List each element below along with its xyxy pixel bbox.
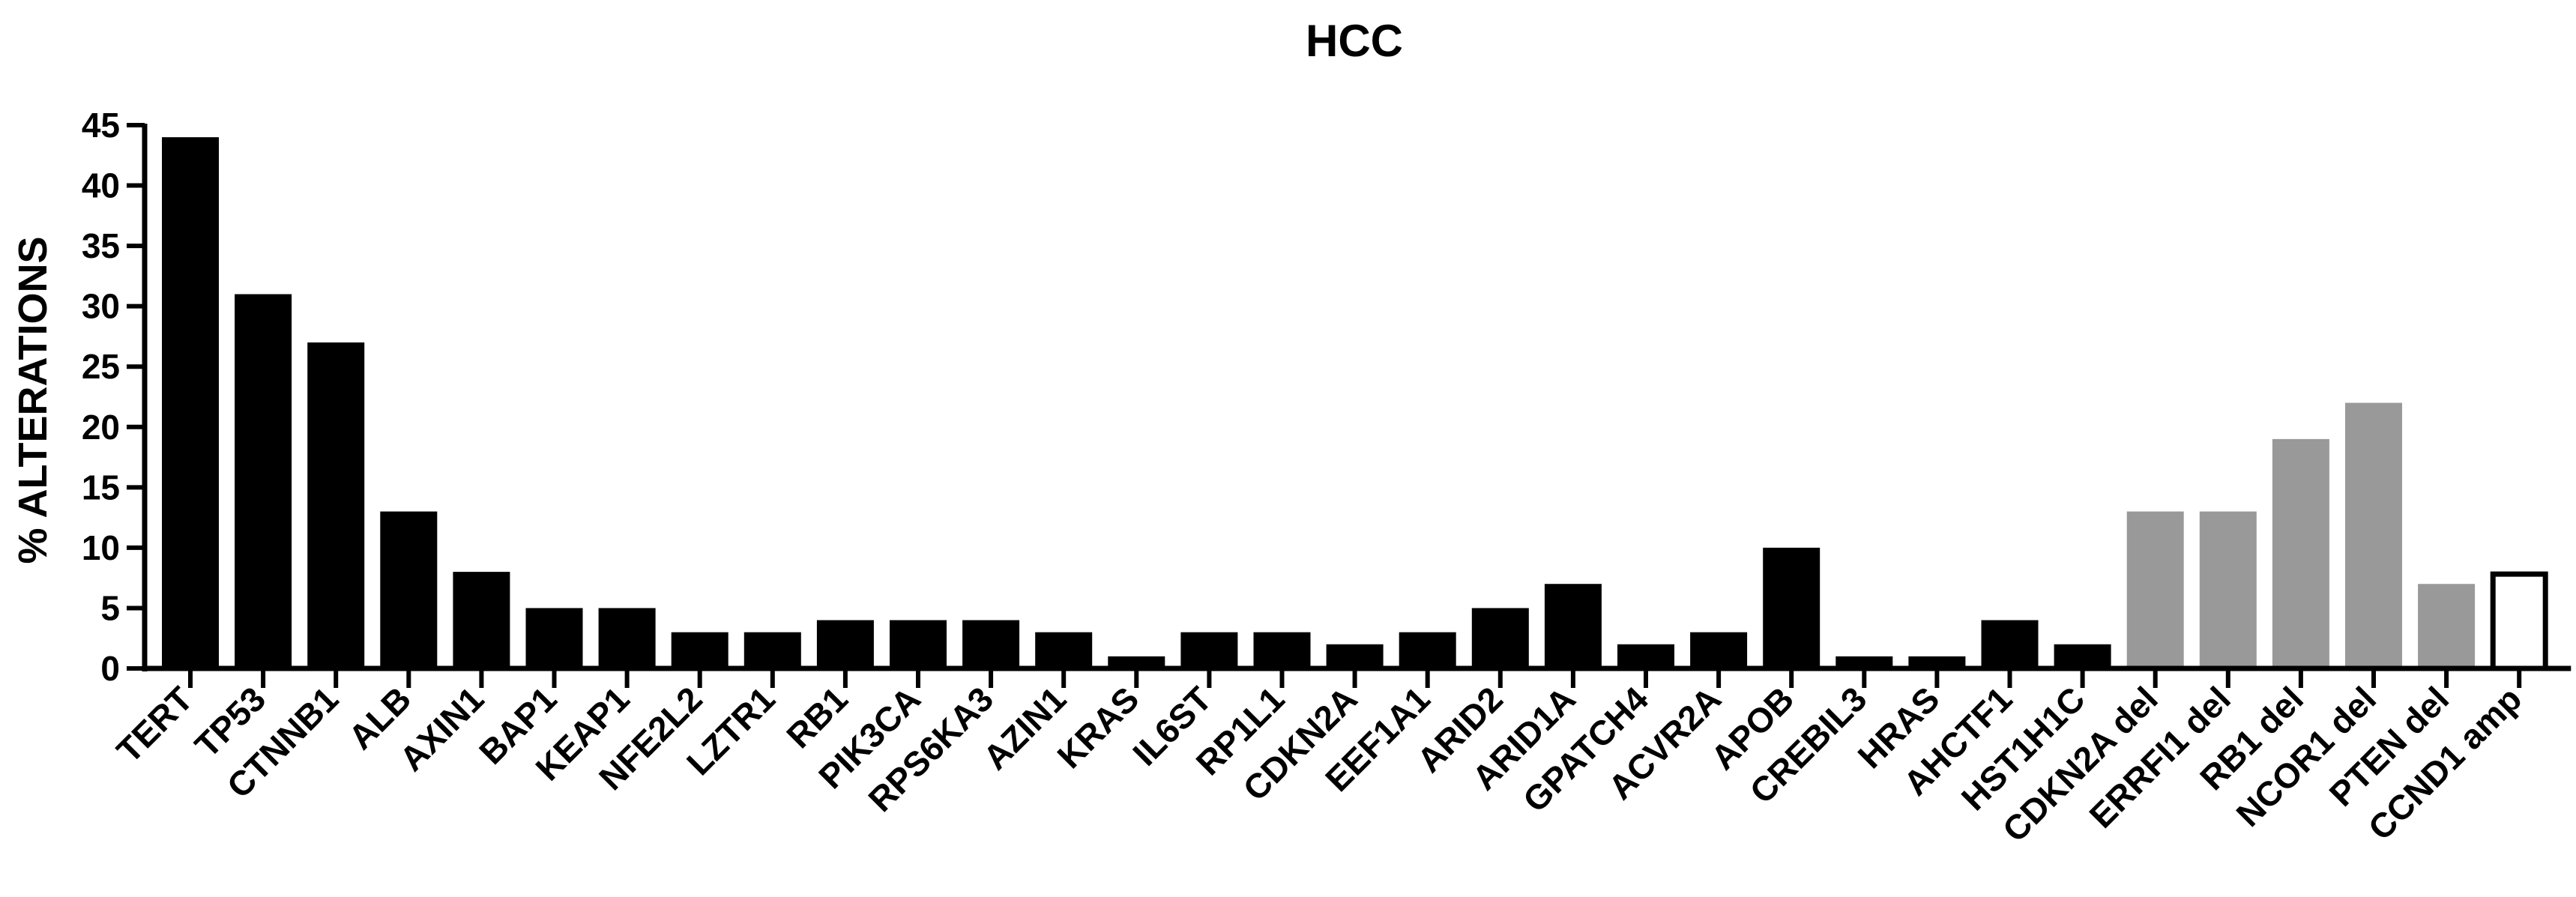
y-tick-label: 5 [100, 588, 120, 627]
bar-tp53 [235, 294, 292, 668]
bar-alb [380, 511, 438, 668]
bar-ahctf1 [1981, 620, 2039, 668]
y-tick-label: 10 [82, 528, 120, 567]
bar-rps6ka3 [962, 620, 1020, 668]
bar-kras [1108, 656, 1165, 668]
bars [162, 137, 2548, 671]
bar-hras [1908, 656, 1966, 668]
bar-axin1 [453, 572, 510, 668]
x-tick-label: TERT [109, 679, 200, 770]
bar-rp1l1 [1253, 632, 1311, 668]
bar-eef1a1 [1399, 632, 1456, 668]
x-tick-label: AXIN1 [392, 679, 492, 779]
bar-il6st [1180, 632, 1238, 668]
y-axis-label: % ALTERATIONS [10, 237, 55, 564]
bar-cdkn2a [1326, 644, 1384, 668]
x-tick-label: KRAS [1049, 679, 1146, 776]
bar-pik3ca [890, 620, 947, 668]
bar-gpatch4 [1617, 644, 1674, 668]
y-tick-label: 35 [82, 226, 120, 265]
bar-rb1 [816, 620, 874, 668]
bar-ccnd1-amp [2490, 571, 2548, 671]
bar-keap1 [598, 608, 656, 668]
bar-nfe2l2 [671, 632, 729, 668]
bar-apob [1763, 547, 1821, 668]
y-tick-label: 30 [82, 287, 120, 326]
y-tick-label: 45 [82, 106, 120, 145]
bar-hst1h1c [2054, 644, 2111, 668]
x-axis: TERTTP53CTNNB1ALBAXIN1BAP1KEAP1NFE2L2LZT… [109, 665, 2572, 849]
y-axis: 0 5 10 15 20 25 30 35 40 45 [82, 106, 148, 688]
y-tick-label: 20 [82, 408, 120, 447]
bar-pten-del [2418, 584, 2476, 668]
bar-crebil3 [1836, 656, 1893, 668]
bar-azin1 [1035, 632, 1093, 668]
bar-cdkn2a-del [2126, 511, 2184, 668]
y-tick-label: 0 [100, 649, 120, 688]
bar-tert [162, 137, 219, 669]
bar-arid1a [1544, 584, 1602, 668]
bar-ncor1-del [2345, 402, 2402, 668]
bar-rb1-del [2272, 438, 2329, 668]
bar-lztr1 [743, 632, 801, 668]
chart-title: HCC [1306, 16, 1403, 66]
bar-ctnnb1 [307, 342, 365, 668]
y-tick-label: 25 [82, 347, 120, 386]
bar-arid2 [1471, 608, 1529, 668]
x-tick-label: AZIN1 [976, 679, 1074, 777]
bar-bap1 [525, 608, 583, 668]
bar-acvr2a [1690, 632, 1748, 668]
bar-errfi1-del [2199, 511, 2257, 668]
y-tick-label: 15 [82, 468, 120, 507]
y-tick-label: 40 [82, 166, 120, 205]
